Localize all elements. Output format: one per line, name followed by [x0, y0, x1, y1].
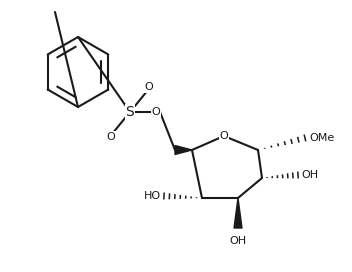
Text: OMe: OMe: [309, 133, 334, 143]
Text: S: S: [126, 105, 134, 119]
Text: OH: OH: [301, 170, 318, 180]
Polygon shape: [175, 146, 192, 154]
Text: O: O: [152, 107, 161, 117]
Text: O: O: [107, 132, 115, 142]
Text: O: O: [220, 131, 228, 141]
Text: O: O: [145, 82, 153, 92]
Text: HO: HO: [144, 191, 161, 201]
Text: OH: OH: [230, 236, 246, 246]
Polygon shape: [234, 198, 242, 228]
